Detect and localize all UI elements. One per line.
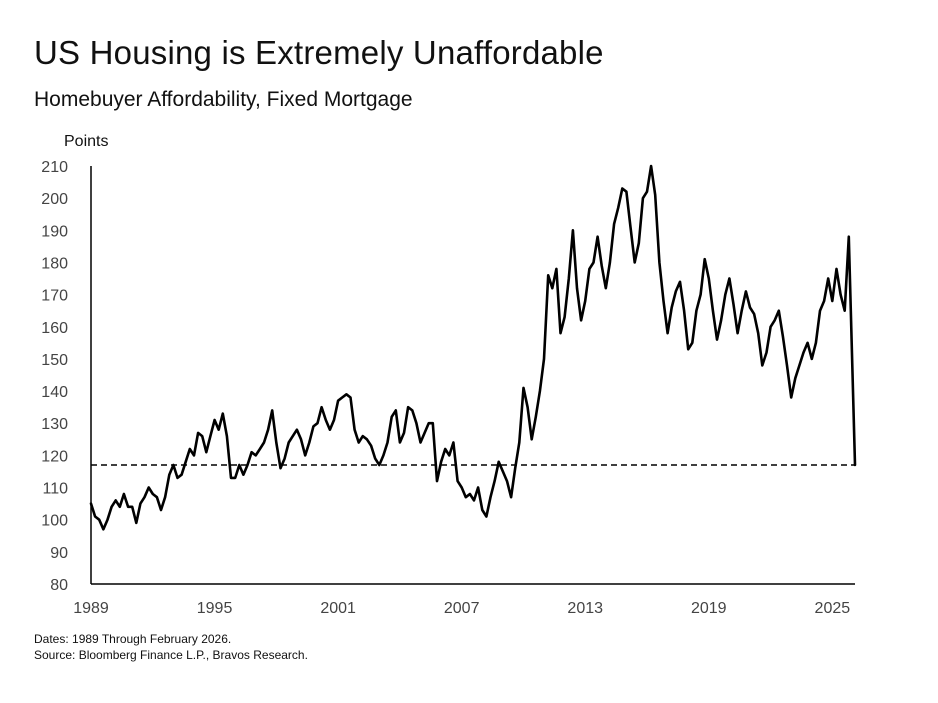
y-tick-label: 90 — [50, 545, 68, 562]
y-tick-label: 180 — [41, 255, 68, 272]
x-tick-label: 2013 — [567, 600, 603, 617]
x-tick-label: 2007 — [444, 600, 480, 617]
x-tick-label: 2019 — [691, 600, 727, 617]
y-tick-label: 160 — [41, 320, 68, 337]
x-tick-label: 1989 — [73, 600, 109, 617]
series-line — [89, 164, 857, 531]
y-tick-label: 130 — [41, 416, 68, 433]
y-tick-label: 140 — [41, 384, 68, 401]
x-tick-label: 2025 — [815, 600, 851, 617]
y-tick-label: 210 — [41, 159, 68, 176]
y-tick-label: 100 — [41, 513, 68, 530]
y-tick-label: 200 — [41, 191, 68, 208]
chart-title: US Housing is Extremely Unaffordable — [34, 34, 604, 71]
y-tick-label: 190 — [41, 223, 68, 240]
dates-note: Dates: 1989 Through February 2026. — [34, 632, 232, 646]
source-note: Source: Bloomberg Finance L.P., Bravos R… — [34, 648, 308, 662]
y-tick-label: 150 — [41, 352, 68, 369]
y-tick-label: 170 — [41, 288, 68, 305]
y-axis-label: Points — [64, 133, 108, 150]
y-tick-label: 110 — [42, 481, 68, 498]
y-tick-label: 120 — [41, 448, 68, 465]
chart-footer: Dates: 1989 Through February 2026. Sourc… — [34, 631, 308, 663]
x-tick-label: 2001 — [320, 600, 356, 617]
chart-subtitle: Homebuyer Affordability, Fixed Mortgage — [34, 88, 413, 111]
y-tick-label: 80 — [50, 577, 68, 594]
x-tick-label: 1995 — [197, 600, 233, 617]
